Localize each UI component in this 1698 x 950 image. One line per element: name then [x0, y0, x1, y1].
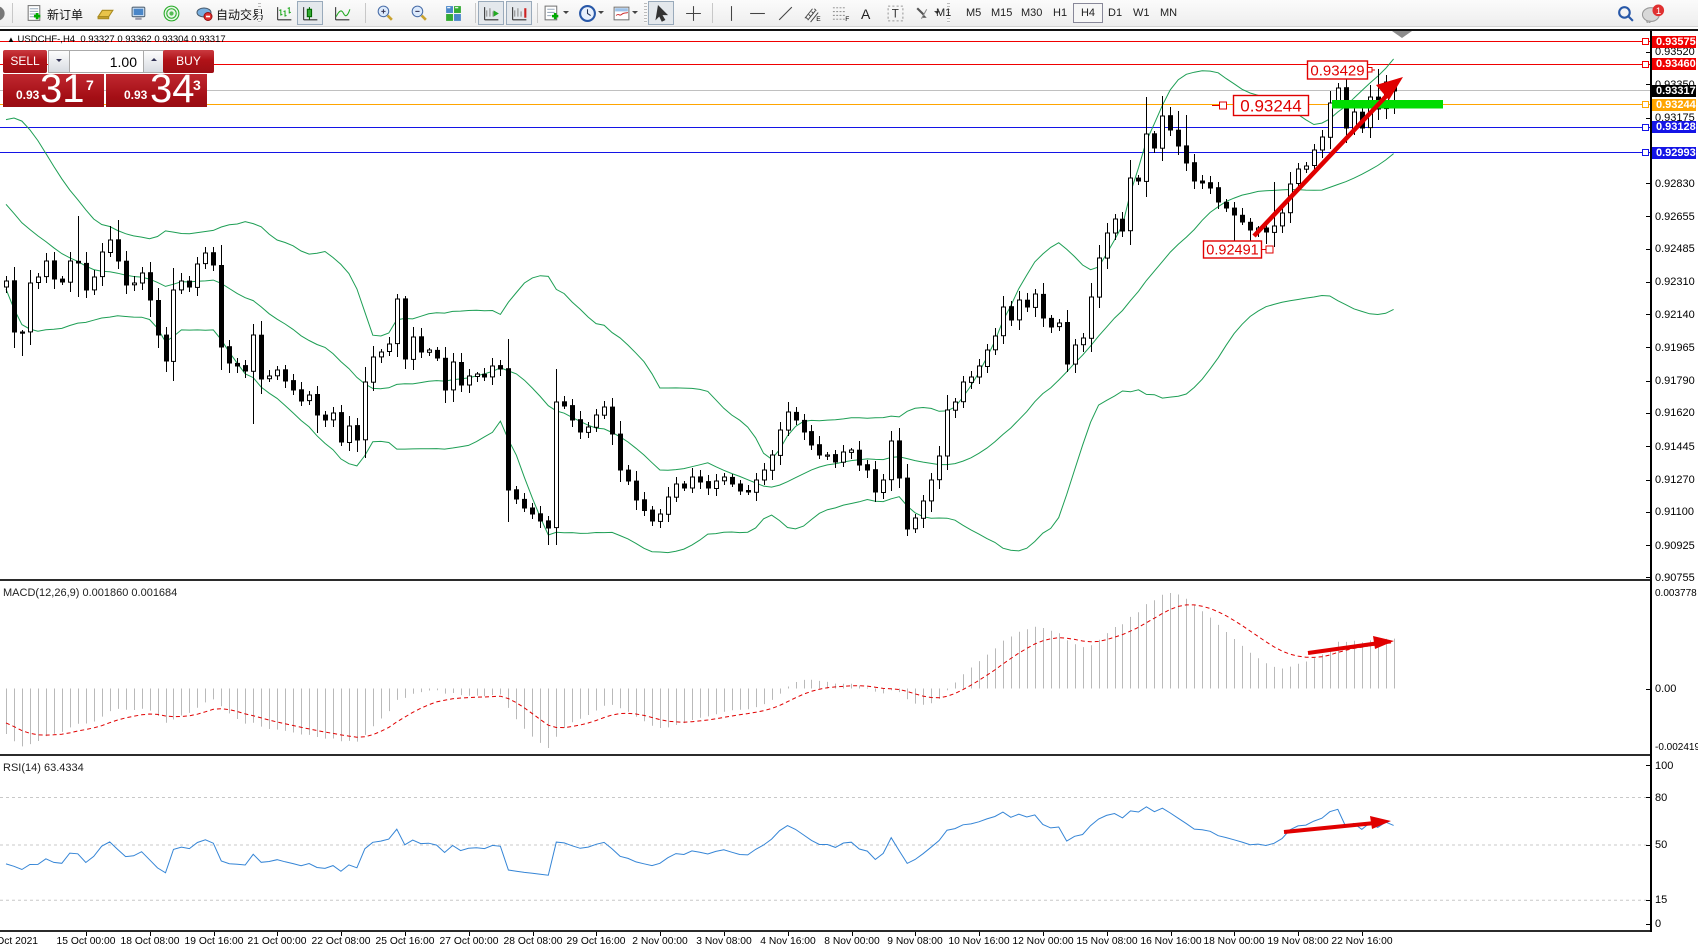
- svg-text:0.93244: 0.93244: [1240, 97, 1301, 116]
- svg-text:F: F: [845, 16, 849, 23]
- svg-text:0.92491: 0.92491: [1206, 243, 1258, 259]
- svg-text:T: T: [892, 8, 899, 21]
- svg-text:1: 1: [1656, 6, 1661, 17]
- svg-text:0.93429: 0.93429: [1310, 62, 1364, 79]
- svg-text:E: E: [816, 16, 821, 23]
